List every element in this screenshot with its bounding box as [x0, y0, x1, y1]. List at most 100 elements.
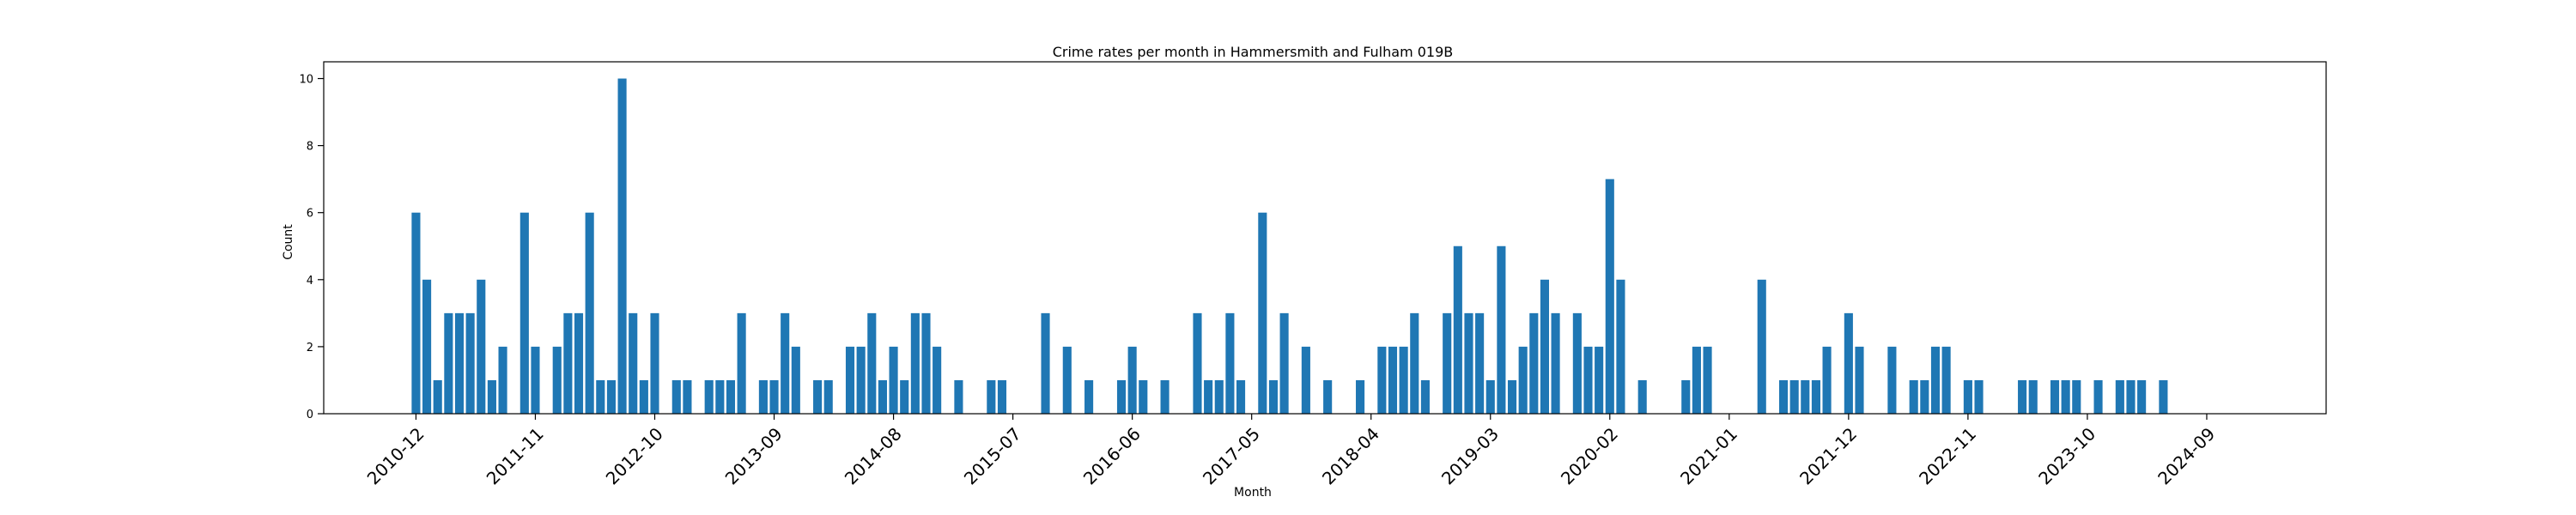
bar — [2159, 379, 2168, 414]
bar — [498, 346, 507, 414]
bar — [726, 379, 736, 414]
bar — [1595, 346, 1604, 414]
bar — [1497, 245, 1506, 414]
bar — [1572, 312, 1582, 414]
bar — [781, 312, 790, 414]
bar — [2050, 379, 2060, 414]
y-ticks-group: 0 2 4 6 8 10 — [299, 74, 324, 421]
bar — [769, 379, 779, 414]
bar — [585, 212, 594, 414]
bar — [1637, 379, 1647, 414]
bar — [1204, 379, 1213, 414]
bar — [487, 379, 496, 414]
bar — [2028, 379, 2038, 414]
bar — [1485, 379, 1495, 414]
bar — [1420, 379, 1430, 414]
bar — [596, 379, 605, 414]
bar — [1909, 379, 1918, 414]
bar — [715, 379, 725, 414]
chart-title: Crime rates per month in Hammersmith and… — [1053, 44, 1454, 60]
x-axis-title: Month — [1234, 486, 1272, 500]
bar — [823, 379, 833, 414]
bar — [683, 379, 692, 414]
y-tick-label: 0 — [307, 409, 313, 421]
bar — [444, 312, 453, 414]
bar — [465, 312, 475, 414]
bar — [758, 379, 768, 414]
bar — [987, 379, 996, 414]
bar — [1930, 346, 1941, 414]
bar — [921, 312, 931, 414]
bar — [1963, 379, 1972, 414]
bar — [1453, 245, 1462, 414]
bar — [1616, 279, 1625, 414]
bar — [454, 312, 465, 414]
bar — [1301, 346, 1310, 414]
bar — [1193, 312, 1202, 414]
bar — [1605, 179, 1614, 415]
bar — [1323, 379, 1333, 414]
bar — [2126, 379, 2136, 414]
bar — [889, 346, 898, 414]
bar — [1811, 379, 1820, 414]
bar — [531, 346, 540, 414]
bar — [2072, 379, 2081, 414]
bar — [1507, 379, 1517, 414]
bar — [845, 346, 855, 414]
bar — [997, 379, 1007, 414]
bar — [1127, 346, 1137, 414]
bar — [856, 346, 866, 414]
bar — [552, 346, 562, 414]
bar — [639, 379, 648, 414]
bar — [617, 78, 627, 415]
bar — [563, 312, 573, 414]
bar — [1443, 312, 1452, 414]
bar — [2018, 379, 2027, 414]
bar — [1757, 279, 1766, 414]
bar — [954, 379, 963, 414]
bar — [791, 346, 800, 414]
bar — [1583, 346, 1593, 414]
bar — [1268, 379, 1279, 414]
bar — [1540, 279, 1550, 414]
bar — [1920, 379, 1929, 414]
bar — [1139, 379, 1148, 414]
bar — [2137, 379, 2147, 414]
bar — [1703, 346, 1712, 414]
y-tick-label: 10 — [299, 74, 313, 87]
bar — [1116, 379, 1127, 414]
bar — [574, 312, 584, 414]
bar — [1377, 346, 1387, 414]
bar — [1464, 312, 1473, 414]
bar — [433, 379, 442, 414]
bar — [2061, 379, 2070, 414]
bar — [1160, 379, 1170, 414]
y-tick-label: 6 — [307, 208, 313, 221]
bar — [1236, 379, 1246, 414]
bar — [2093, 379, 2103, 414]
y-tick-label: 8 — [307, 141, 313, 154]
bar — [629, 312, 638, 414]
y-tick-label: 4 — [307, 275, 313, 288]
bar — [1062, 346, 1072, 414]
bar — [422, 279, 432, 414]
bar — [910, 312, 920, 414]
bar — [1041, 312, 1050, 414]
bar — [1518, 346, 1528, 414]
bar — [2115, 379, 2124, 414]
plot-area-frame — [323, 61, 2327, 415]
bar — [933, 346, 942, 414]
bar — [1475, 312, 1485, 414]
y-axis-title: Count — [282, 224, 295, 260]
bar — [813, 379, 823, 414]
bar — [1258, 212, 1267, 414]
bars-group — [411, 78, 2168, 415]
bar — [1410, 312, 1419, 414]
bar — [1974, 379, 1984, 414]
bar — [1692, 346, 1701, 414]
bar — [878, 379, 887, 414]
bar — [1225, 312, 1235, 414]
bar — [737, 312, 746, 414]
bar — [1822, 346, 1832, 414]
